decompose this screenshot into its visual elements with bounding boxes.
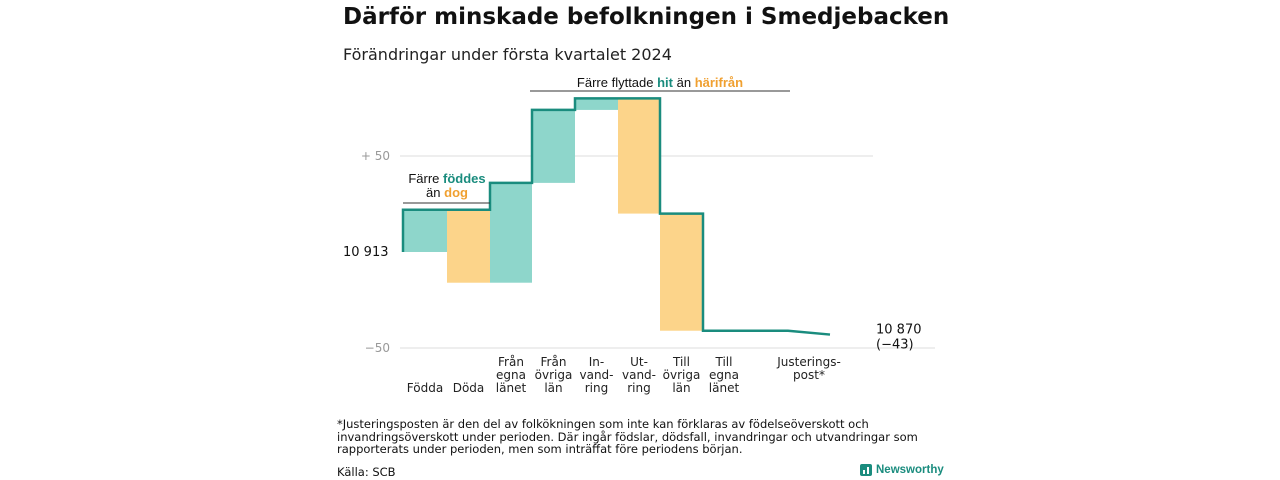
category-label: egna [496,368,526,382]
waterfall-bar [618,98,660,214]
waterfall-bar [403,209,447,252]
source-label: Källa: SCB [337,465,396,479]
y-tick-label: + 50 [361,149,390,163]
category-label: Döda [453,381,485,395]
brand-name: Newsworthy [876,464,944,476]
y-tick-label: −50 [365,341,390,355]
end-value-label: (−43) [876,338,914,353]
brand-logo: Newsworthy [860,464,944,476]
category-label: länet [496,381,527,395]
waterfall-bar [532,109,575,183]
waterfall-bar [447,209,490,283]
start-value-label: 10 913 [343,245,389,260]
category-label: län [544,381,562,395]
waterfall-bar [660,213,703,331]
chart-title: Därför minskade befolkningen i Smedjebac… [343,4,950,30]
category-label: länet [709,381,740,395]
waterfall-bar [575,98,618,110]
category-label: Ut- [630,355,648,369]
category-label: län [672,381,690,395]
category-label: vand- [579,368,613,382]
chart-subtitle: Förändringar under första kvartalet 2024 [343,45,672,64]
category-label: egna [709,368,739,382]
category-label: Justerings- [776,355,841,369]
category-label: Till [715,355,733,369]
moves-annotation: Färre flyttade hit än härifrån [577,75,743,90]
births-annotation-line2: än dog [426,185,468,200]
cumulative-step-line [401,97,831,336]
category-label: ring [585,381,609,395]
category-label: övriga [663,368,701,382]
category-label: post* [793,368,825,382]
births-annotation-line1: Färre föddes [408,171,485,186]
footnote: *Justeringsposten är den del av folkökni… [337,417,918,456]
waterfall-bar [490,182,532,283]
category-label: ring [627,381,651,395]
category-label: Från [541,355,567,369]
category-label: övriga [535,368,573,382]
end-value-label: 10 870 [876,323,922,338]
category-label: In- [589,355,604,369]
category-label: Födda [407,381,443,395]
category-label: Till [672,355,690,369]
newsworthy-icon [860,464,872,476]
category-label: vand- [622,368,656,382]
category-label: Från [498,355,524,369]
